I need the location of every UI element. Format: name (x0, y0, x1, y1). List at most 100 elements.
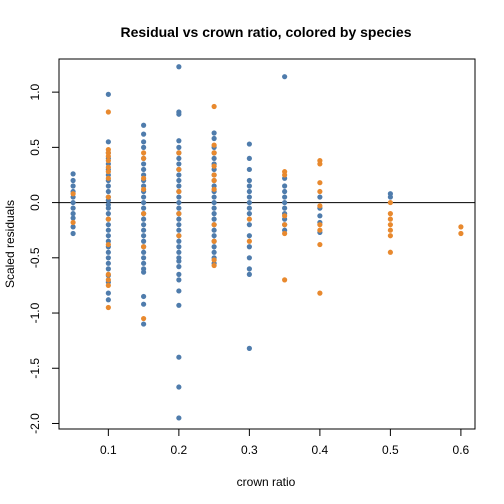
data-point-series-1 (211, 194, 217, 200)
data-point-series-2 (458, 224, 464, 230)
x-axis-title: crown ratio (237, 475, 296, 489)
data-point-series-1 (105, 255, 111, 261)
data-point-series-1 (246, 177, 252, 184)
y-axis-title: Scaled residuals (3, 200, 17, 288)
data-point-series-2 (176, 150, 182, 156)
data-point-series-1 (141, 249, 147, 255)
data-point-series-1 (70, 171, 76, 177)
data-point-series-1 (211, 155, 217, 162)
y-tick-label: 0.0 (28, 194, 42, 211)
data-point-series-1 (176, 138, 182, 144)
x-tick-label: 0.4 (312, 443, 329, 457)
data-point-series-2 (141, 211, 147, 217)
data-point-series-1 (282, 199, 288, 206)
data-point-series-1 (105, 183, 111, 189)
chart-title: Residual vs crown ratio, colored by spec… (121, 24, 412, 40)
data-point-series-2 (211, 257, 217, 263)
data-point-series-2 (141, 175, 147, 181)
data-point-series-2 (211, 172, 217, 178)
data-point-series-1 (282, 205, 288, 211)
data-point-series-2 (105, 216, 111, 222)
data-point-series-2 (387, 222, 393, 228)
y-tick-label: 1.0 (28, 83, 42, 100)
data-point-series-1 (70, 205, 76, 211)
data-point-series-1 (141, 194, 147, 200)
data-point-series-1 (141, 216, 147, 222)
data-point-series-1 (176, 302, 182, 308)
data-point-series-2 (211, 186, 217, 192)
data-point-series-2 (105, 109, 111, 115)
data-point-series-2 (211, 262, 217, 269)
data-point-series-2 (141, 315, 147, 322)
data-point-series-2 (211, 163, 217, 169)
data-point-series-1 (141, 269, 147, 275)
data-point-series-2 (458, 230, 464, 237)
data-point-series-1 (141, 222, 147, 228)
data-point-series-2 (387, 216, 393, 222)
data-point-series-1 (105, 211, 111, 217)
data-point-series-2 (176, 188, 182, 195)
data-point-series-1 (176, 216, 182, 222)
data-point-series-2 (211, 222, 217, 228)
data-point-series-2 (141, 244, 147, 250)
data-point-series-1 (246, 222, 252, 228)
data-point-series-1 (246, 194, 252, 200)
data-point-series-1 (141, 238, 147, 244)
data-point-series-2 (70, 191, 76, 197)
data-point-series-2 (105, 194, 111, 200)
data-point-series-1 (141, 139, 147, 145)
data-point-series-1 (176, 227, 182, 233)
data-point-series-2 (282, 222, 288, 228)
data-point-series-2 (176, 166, 182, 173)
data-point-series-2 (141, 150, 147, 156)
data-point-series-2 (105, 277, 111, 283)
data-point-series-1 (246, 155, 252, 162)
data-point-series-2 (105, 282, 111, 289)
data-point-series-1 (211, 249, 217, 255)
data-point-series-1 (176, 238, 182, 244)
data-point-series-1 (246, 233, 252, 239)
y-tick-label: -1.0 (28, 302, 42, 323)
data-point-series-1 (282, 194, 288, 200)
data-point-series-2 (105, 153, 111, 159)
data-point-series-2 (211, 103, 217, 110)
data-point-series-1 (70, 211, 76, 217)
data-point-series-1 (70, 215, 76, 221)
data-point-series-2 (105, 241, 111, 248)
data-point-series-1 (105, 139, 111, 145)
data-point-series-1 (141, 255, 147, 261)
data-point-series-1 (141, 122, 147, 128)
data-point-series-1 (282, 188, 288, 195)
data-point-series-1 (176, 277, 182, 283)
data-point-series-1 (70, 183, 76, 189)
data-point-series-2 (317, 188, 323, 195)
data-point-series-1 (176, 161, 182, 167)
data-point-series-1 (105, 290, 111, 296)
data-point-series-1 (176, 144, 182, 150)
data-point-series-1 (176, 384, 182, 390)
data-point-series-1 (282, 74, 288, 80)
data-point-series-1 (141, 233, 147, 239)
plot-frame (58, 58, 476, 430)
data-point-series-2 (317, 161, 323, 167)
data-point-series-2 (176, 233, 182, 239)
data-point-series-1 (176, 415, 182, 421)
data-point-series-2 (317, 241, 323, 248)
data-point-series-1 (70, 177, 76, 184)
data-point-series-1 (141, 293, 147, 300)
data-point-series-1 (211, 233, 217, 239)
data-point-series-1 (141, 131, 147, 137)
data-point-series-1 (246, 166, 252, 173)
data-point-series-1 (211, 244, 217, 250)
data-point-series-2 (282, 213, 288, 219)
data-point-series-1 (70, 230, 76, 237)
data-point-series-1 (176, 244, 182, 250)
data-point-series-2 (141, 186, 147, 192)
data-point-series-2 (211, 177, 217, 184)
data-point-series-2 (387, 199, 393, 206)
data-point-series-1 (317, 213, 323, 219)
data-point-series-2 (105, 304, 111, 311)
data-point-series-1 (105, 91, 111, 97)
data-point-series-1 (246, 141, 252, 147)
data-point-series-1 (246, 266, 252, 272)
